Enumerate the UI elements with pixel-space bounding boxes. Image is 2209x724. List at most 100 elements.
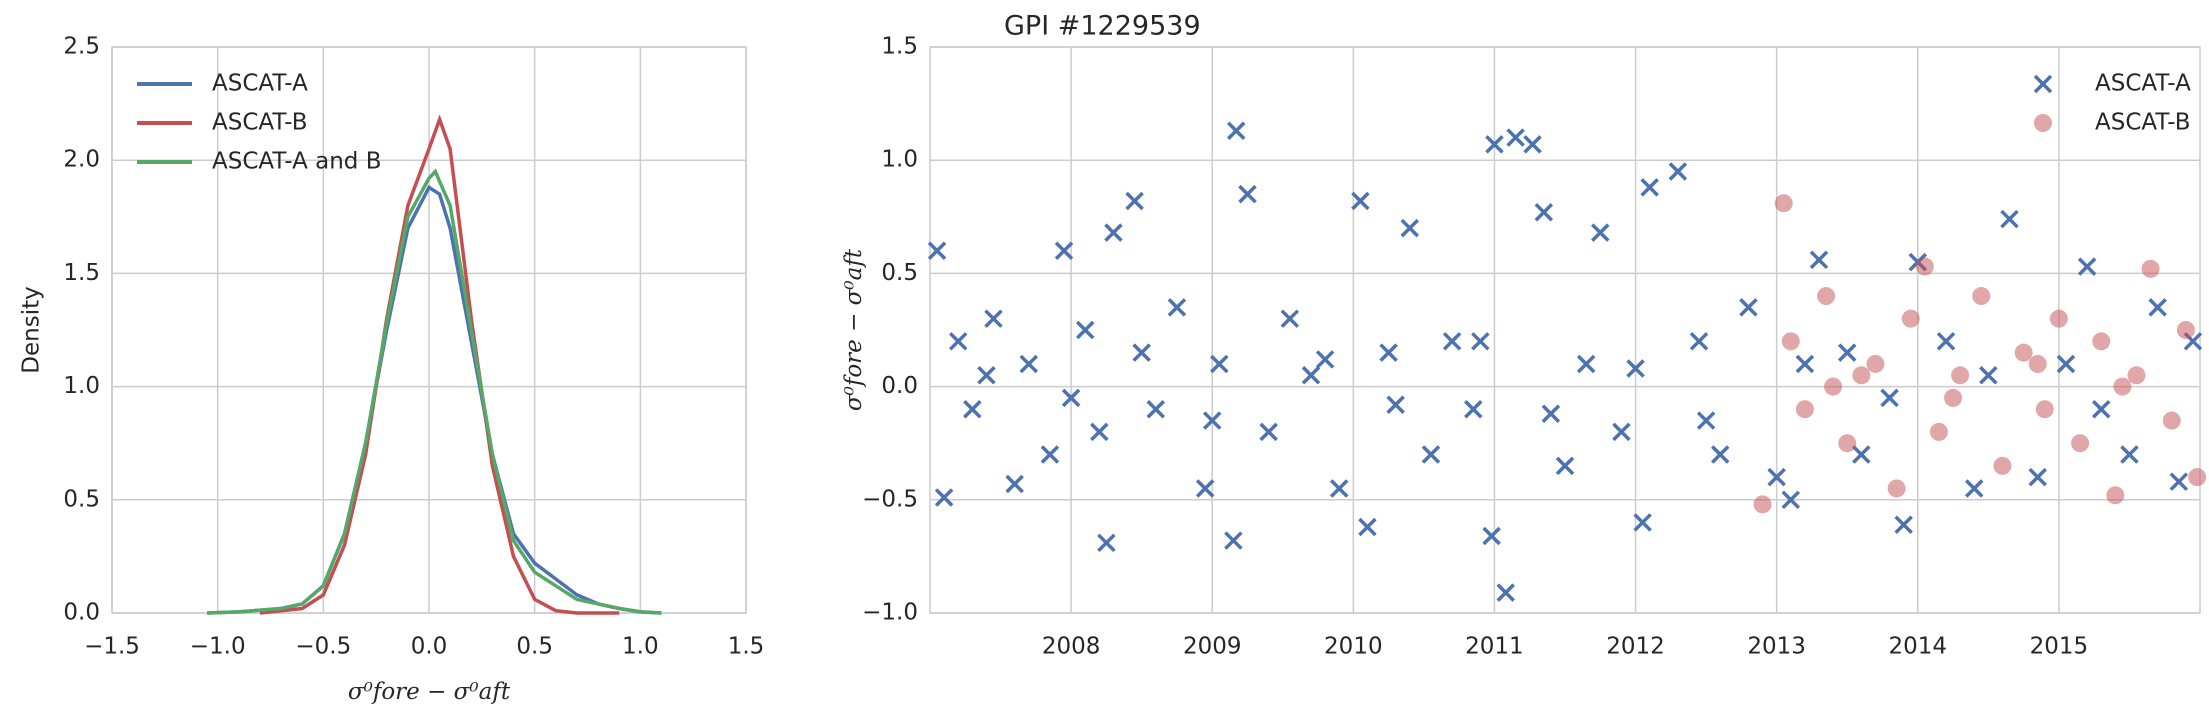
point	[1739, 298, 1758, 317]
point	[1104, 223, 1123, 242]
point	[1626, 359, 1645, 378]
point	[1689, 332, 1709, 351]
x-tick-label: 2014	[1889, 634, 1948, 660]
point	[1555, 456, 1575, 476]
point	[1576, 354, 1596, 374]
y-tick-label: −1.0	[862, 600, 918, 626]
point	[1534, 203, 1554, 222]
point	[1202, 411, 1222, 430]
density-line	[207, 168, 662, 615]
point	[1964, 479, 1984, 498]
point	[1485, 135, 1504, 154]
point	[1329, 479, 1349, 498]
point	[1795, 400, 1814, 419]
legend-label: ASCAT-B	[212, 110, 308, 136]
point	[1496, 583, 1515, 602]
point	[1054, 241, 1074, 260]
point	[1824, 377, 1843, 396]
x-tick-label: 2015	[2030, 634, 2089, 660]
legend-label: ASCAT-B	[2095, 110, 2191, 136]
x-tick-label: −1.0	[190, 634, 246, 660]
point	[1795, 354, 1815, 374]
point	[1097, 533, 1116, 553]
point	[1146, 400, 1166, 419]
point	[927, 241, 947, 260]
y-tick-label: −0.5	[862, 486, 918, 512]
legend-marker	[2033, 74, 2053, 94]
point	[1351, 191, 1370, 211]
y-tick-label: 2.5	[63, 34, 100, 60]
point	[1852, 445, 1871, 464]
y-tick-label: 1.0	[881, 147, 918, 173]
x-tick-label: 2008	[1042, 634, 1101, 660]
point	[1809, 250, 1829, 270]
point	[934, 488, 954, 507]
density-line	[259, 114, 620, 615]
y-tick-label: 0.5	[881, 260, 918, 286]
x-tick-label: 1.5	[728, 634, 765, 660]
point	[1633, 513, 1652, 532]
point	[1464, 400, 1483, 419]
point	[2106, 486, 2125, 505]
x-tick-label: 2011	[1465, 634, 1524, 660]
point	[977, 366, 996, 385]
point	[1880, 388, 1899, 408]
point	[1915, 257, 1934, 276]
point	[2127, 366, 2146, 385]
y-axis-label: Density	[19, 286, 45, 373]
point	[1541, 404, 1561, 424]
point	[1358, 517, 1377, 537]
point	[2169, 472, 2189, 491]
plot-frame	[929, 46, 2201, 614]
point	[1951, 366, 1970, 385]
point	[1710, 445, 1730, 464]
x-tick-label: −1.5	[84, 634, 140, 660]
point	[1421, 445, 1441, 464]
x-tick-label: −0.5	[295, 634, 351, 660]
point	[1379, 343, 1398, 362]
point	[2176, 321, 2195, 339]
y-tick-label: 0.0	[63, 600, 100, 626]
point	[1887, 479, 1906, 498]
point	[2056, 354, 2076, 374]
point	[1259, 422, 1278, 442]
point	[2028, 354, 2047, 373]
point	[1442, 332, 1462, 351]
point	[2077, 257, 2097, 276]
point	[1301, 366, 1321, 385]
plot-frame	[111, 46, 747, 614]
point	[1167, 298, 1187, 317]
y-axis-label: σ⁰fore − σ⁰aft	[841, 248, 867, 411]
point	[2014, 343, 2033, 362]
point	[1972, 287, 1991, 306]
point	[984, 309, 1003, 328]
point	[2113, 377, 2132, 396]
point	[2035, 400, 2054, 419]
point	[1195, 479, 1215, 498]
point	[1866, 354, 1885, 373]
point	[1090, 422, 1109, 442]
point	[2162, 411, 2181, 430]
point	[1400, 218, 1420, 238]
x-tick-label: 0.5	[516, 634, 553, 660]
point	[1753, 495, 1772, 514]
point	[2141, 259, 2160, 278]
point	[1781, 490, 1801, 510]
point	[1482, 526, 1501, 546]
point	[1993, 456, 2012, 475]
point	[2148, 298, 2167, 317]
point	[1019, 354, 1039, 374]
point	[1612, 422, 1631, 442]
point	[1506, 128, 1525, 147]
point	[963, 400, 982, 419]
legend-label: ASCAT-A and B	[212, 149, 381, 175]
point	[2092, 332, 2111, 351]
density-line	[207, 184, 662, 615]
point	[1837, 343, 1857, 362]
point	[1075, 320, 1095, 340]
x-tick-label: 2013	[1747, 634, 1806, 660]
x-tick-label: 2009	[1183, 634, 1242, 660]
point	[1774, 194, 1793, 213]
